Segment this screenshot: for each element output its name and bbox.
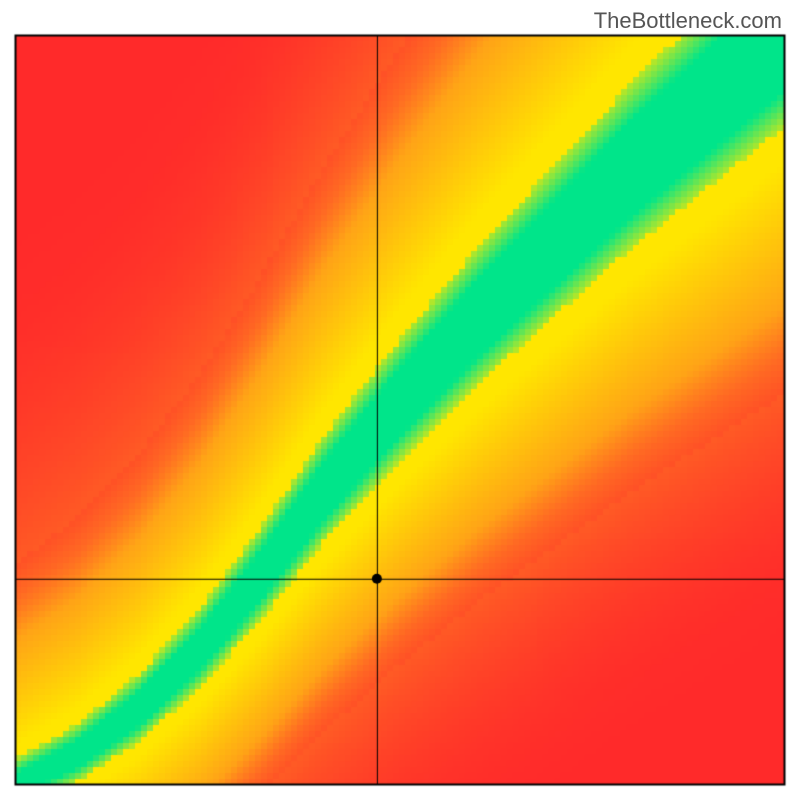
- heatmap-canvas: [0, 0, 800, 800]
- watermark-text: TheBottleneck.com: [594, 8, 782, 34]
- chart-container: TheBottleneck.com: [0, 0, 800, 800]
